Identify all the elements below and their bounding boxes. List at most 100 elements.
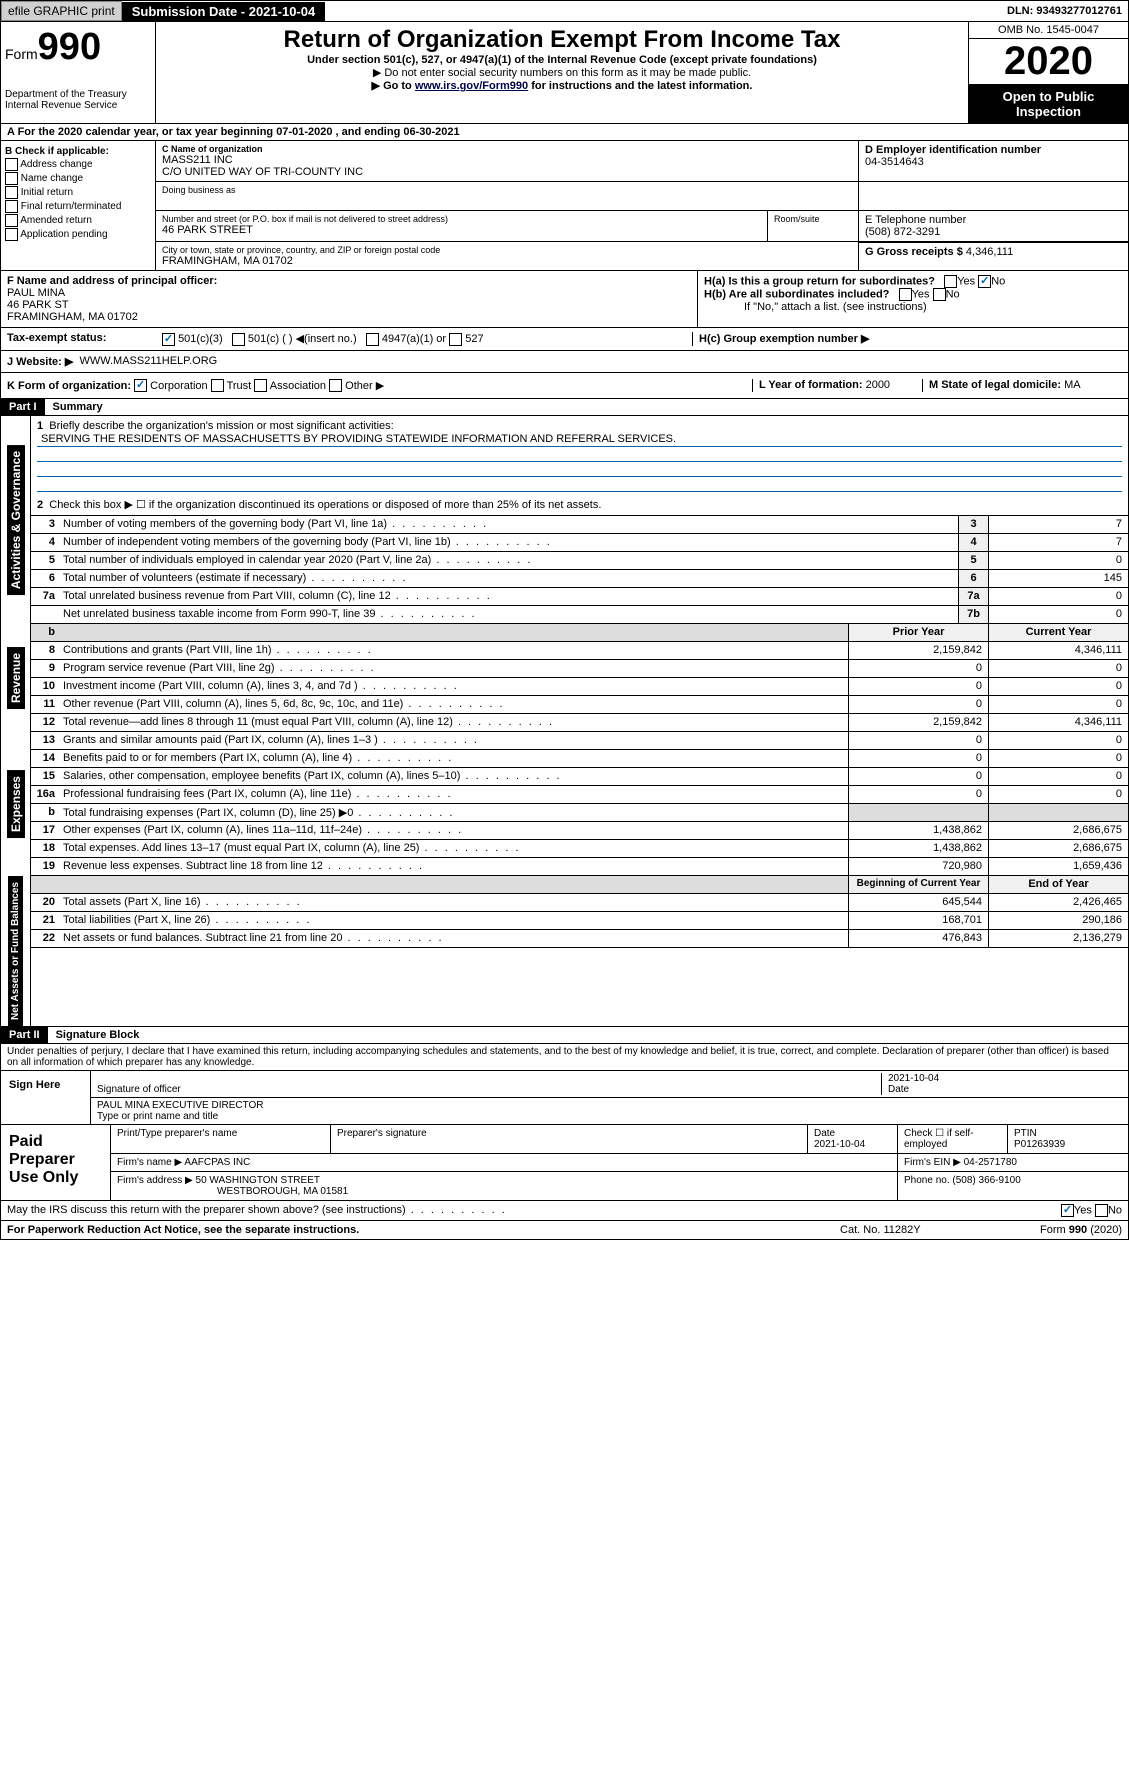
tax-status-row: Tax-exempt status: 501(c)(3) 501(c) ( ) … — [0, 328, 1129, 351]
firm-phone-label: Phone no. — [904, 1175, 950, 1186]
website-label: J Website: ▶ — [7, 355, 73, 368]
org-name-co: C/O UNITED WAY OF TRI-COUNTY INC — [162, 166, 852, 178]
ha-yes[interactable] — [944, 275, 957, 288]
name-change-check[interactable] — [5, 172, 18, 185]
current-year-hdr: Current Year — [988, 624, 1128, 641]
row-klm: K Form of organization: Corporation Trus… — [0, 373, 1129, 400]
line2-desc: Check this box ▶ ☐ if the organization d… — [49, 499, 601, 511]
table-row: 3Number of voting members of the governi… — [31, 516, 1128, 534]
officer-addr1: 46 PARK ST — [7, 299, 691, 311]
table-row: 22Net assets or fund balances. Subtract … — [31, 930, 1128, 948]
goto-note: ▶ Go to www.irs.gov/Form990 for instruct… — [160, 79, 964, 92]
firm-phone: (508) 366-9100 — [952, 1175, 1020, 1186]
firm-ein-label: Firm's EIN ▶ — [904, 1157, 961, 1168]
ein-label: D Employer identification number — [865, 144, 1122, 156]
trust-check[interactable] — [211, 379, 224, 392]
street-address: 46 PARK STREET — [162, 224, 761, 236]
table-row: 17Other expenses (Part IX, column (A), l… — [31, 822, 1128, 840]
section-bcd: B Check if applicable: Address change Na… — [0, 141, 1129, 271]
ha-no[interactable] — [978, 275, 991, 288]
501c3-check[interactable] — [162, 333, 175, 346]
part1-header: Part I Summary — [0, 399, 1129, 416]
other-check[interactable] — [329, 379, 342, 392]
part2-title: Signature Block — [48, 1027, 148, 1043]
l-label: L Year of formation: — [759, 379, 863, 391]
4947-check[interactable] — [366, 333, 379, 346]
table-row: 4Number of independent voting members of… — [31, 534, 1128, 552]
amended-check[interactable] — [5, 214, 18, 227]
telephone: (508) 872-3291 — [865, 226, 1122, 238]
address-change-check[interactable] — [5, 158, 18, 171]
form-header: Form990 Department of the Treasury Inter… — [0, 22, 1129, 124]
prep-date: 2021-10-04 — [814, 1139, 891, 1150]
501c-check[interactable] — [232, 333, 245, 346]
hb-yes[interactable] — [899, 288, 912, 301]
form-title: Return of Organization Exempt From Incom… — [160, 26, 964, 54]
ha-label: H(a) Is this a group return for subordin… — [704, 275, 935, 287]
corp-check[interactable] — [134, 379, 147, 392]
irs-link[interactable]: www.irs.gov/Form990 — [415, 80, 528, 92]
discuss-row: May the IRS discuss this return with the… — [0, 1201, 1129, 1221]
addr-label: Number and street (or P.O. box if mail i… — [162, 214, 761, 224]
table-row: 13Grants and similar amounts paid (Part … — [31, 732, 1128, 750]
discuss-yes[interactable] — [1061, 1204, 1074, 1217]
dln: DLN: 93493277012761 — [1001, 3, 1128, 19]
app-pending-check[interactable] — [5, 228, 18, 241]
self-employed-label: Check ☐ if self-employed — [898, 1125, 1008, 1153]
mission-text: SERVING THE RESIDENTS OF MASSACHUSETTS B… — [37, 432, 1122, 447]
part2-header: Part II Signature Block — [0, 1027, 1129, 1044]
efile-button[interactable]: efile GRAPHIC print — [1, 1, 122, 21]
paid-preparer-label: Paid Preparer Use Only — [1, 1125, 111, 1200]
table-row: 16aProfessional fundraising fees (Part I… — [31, 786, 1128, 804]
table-row: 19Revenue less expenses. Subtract line 1… — [31, 858, 1128, 876]
table-row: 11Other revenue (Part VIII, column (A), … — [31, 696, 1128, 714]
table-row: 14Benefits paid to or for members (Part … — [31, 750, 1128, 768]
pra-notice: For Paperwork Reduction Act Notice, see … — [7, 1224, 840, 1236]
governance-tab: Activities & Governance — [7, 445, 25, 595]
527-check[interactable] — [449, 333, 462, 346]
preparer-name-label: Print/Type preparer's name — [111, 1125, 331, 1153]
discuss-no[interactable] — [1095, 1204, 1108, 1217]
footer: For Paperwork Reduction Act Notice, see … — [0, 1221, 1129, 1240]
hb-note: If "No," attach a list. (see instruction… — [704, 301, 1122, 313]
col-b-header: B Check if applicable: — [5, 146, 151, 157]
firm-ein: 04-2571780 — [964, 1157, 1017, 1168]
assoc-check[interactable] — [254, 379, 267, 392]
preparer-sig-label: Preparer's signature — [331, 1125, 808, 1153]
dept-treasury: Department of the Treasury Internal Reve… — [5, 89, 151, 111]
firm-name-label: Firm's name ▶ — [117, 1157, 182, 1168]
part1-title: Summary — [45, 399, 111, 415]
form-number: 990 — [38, 26, 101, 68]
final-return-check[interactable] — [5, 200, 18, 213]
ssn-note: ▶ Do not enter social security numbers o… — [160, 66, 964, 79]
m-label: M State of legal domicile: — [929, 379, 1061, 391]
row-a-tax-year: A For the 2020 calendar year, or tax yea… — [0, 124, 1129, 141]
table-row: bTotal fundraising expenses (Part IX, co… — [31, 804, 1128, 822]
expenses-tab: Expenses — [7, 770, 25, 838]
top-bar: efile GRAPHIC print Submission Date - 20… — [0, 0, 1129, 22]
prior-year-hdr: Prior Year — [848, 624, 988, 641]
table-row: 20Total assets (Part X, line 16)645,5442… — [31, 894, 1128, 912]
col-b-checkboxes: B Check if applicable: Address change Na… — [1, 141, 156, 270]
gross-receipts: 4,346,111 — [966, 246, 1013, 258]
row-fh: F Name and address of principal officer:… — [0, 271, 1129, 328]
table-row: 6Total number of volunteers (estimate if… — [31, 570, 1128, 588]
ptin-value: P01263939 — [1014, 1139, 1122, 1150]
submission-date: Submission Date - 2021-10-04 — [122, 2, 326, 21]
prep-date-label: Date — [814, 1128, 891, 1139]
sig-officer-label: Signature of officer — [97, 1084, 881, 1095]
table-row: Net unrelated business taxable income fr… — [31, 606, 1128, 624]
cat-number: Cat. No. 11282Y — [840, 1224, 1040, 1236]
table-row: 5Total number of individuals employed in… — [31, 552, 1128, 570]
firm-addr1: 50 WASHINGTON STREET — [196, 1175, 320, 1186]
perjury-text: Under penalties of perjury, I declare th… — [0, 1044, 1129, 1071]
paid-preparer: Paid Preparer Use Only Print/Type prepar… — [0, 1125, 1129, 1201]
signature-block: Sign Here Signature of officer2021-10-04… — [0, 1071, 1129, 1125]
room-label: Room/suite — [774, 214, 852, 224]
initial-return-check[interactable] — [5, 186, 18, 199]
k-label: K Form of organization: — [7, 380, 131, 392]
revenue-section: Revenue bPrior YearCurrent Year 8Contrib… — [0, 624, 1129, 732]
hb-no[interactable] — [933, 288, 946, 301]
tel-label: E Telephone number — [865, 214, 1122, 226]
form-footer: Form 990 (2020) — [1040, 1224, 1122, 1236]
